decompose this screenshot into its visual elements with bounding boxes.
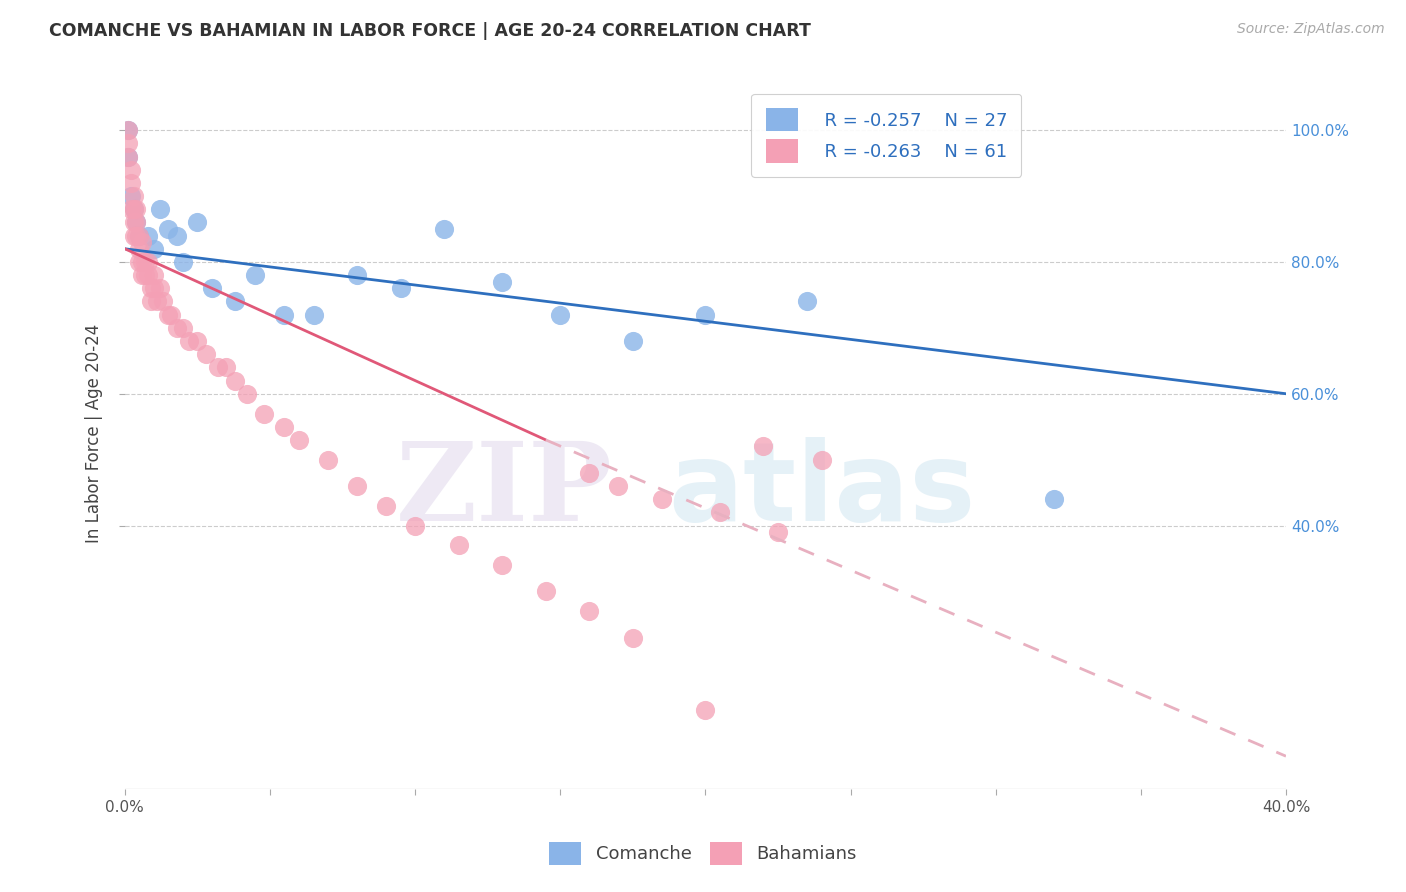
Point: [131, 235, 153, 250]
Point: [122, 189, 145, 203]
Point: [117, 149, 139, 163]
Point: [1042, 492, 1064, 507]
Point: [491, 558, 513, 573]
Text: atlas: atlas: [668, 437, 976, 544]
Point: [578, 604, 600, 618]
Point: [621, 334, 644, 348]
Point: [120, 189, 142, 203]
Point: [117, 123, 139, 137]
Point: [752, 440, 775, 454]
Point: [120, 202, 142, 217]
Point: [695, 308, 717, 322]
Point: [122, 215, 145, 229]
Point: [122, 228, 145, 243]
Point: [122, 202, 145, 217]
Point: [316, 452, 339, 467]
Point: [136, 255, 159, 269]
Point: [125, 215, 148, 229]
Point: [346, 479, 368, 493]
Y-axis label: In Labor Force | Age 20-24: In Labor Force | Age 20-24: [86, 324, 103, 543]
Point: [157, 222, 180, 236]
Point: [139, 281, 162, 295]
Point: [139, 294, 162, 309]
Point: [186, 215, 208, 229]
Text: Source: ZipAtlas.com: Source: ZipAtlas.com: [1237, 22, 1385, 37]
Point: [142, 268, 165, 282]
Point: [796, 294, 818, 309]
Legend:   R = -0.257    N = 27,   R = -0.263    N = 61: R = -0.257 N = 27, R = -0.263 N = 61: [751, 94, 1022, 177]
Point: [136, 228, 159, 243]
Point: [117, 149, 139, 163]
Point: [177, 334, 200, 348]
Point: [125, 202, 148, 217]
Point: [651, 492, 673, 507]
Point: [766, 525, 789, 540]
Point: [142, 281, 165, 295]
Point: [447, 538, 470, 552]
Point: [621, 631, 644, 645]
Point: [346, 268, 368, 282]
Point: [186, 334, 208, 348]
Point: [288, 433, 311, 447]
Point: [404, 518, 426, 533]
Point: [134, 268, 156, 282]
Text: COMANCHE VS BAHAMIAN IN LABOR FORCE | AGE 20-24 CORRELATION CHART: COMANCHE VS BAHAMIAN IN LABOR FORCE | AG…: [49, 22, 811, 40]
Point: [172, 255, 194, 269]
Point: [120, 176, 142, 190]
Point: [117, 136, 139, 151]
Point: [149, 281, 172, 295]
Point: [149, 202, 172, 217]
Point: [201, 281, 224, 295]
Point: [578, 466, 600, 480]
Point: [273, 419, 295, 434]
Point: [810, 452, 832, 467]
Point: [709, 505, 731, 519]
Point: [120, 162, 142, 177]
Point: [491, 275, 513, 289]
Point: [125, 215, 148, 229]
Point: [166, 321, 188, 335]
Point: [125, 228, 148, 243]
Point: [117, 123, 139, 137]
Point: [207, 360, 229, 375]
Point: [134, 255, 156, 269]
Point: [142, 242, 165, 256]
Point: [389, 281, 412, 295]
Point: [548, 308, 571, 322]
Point: [131, 255, 153, 269]
Legend: Comanche, Bahamians: Comanche, Bahamians: [540, 833, 866, 874]
Point: [128, 242, 150, 256]
Point: [245, 268, 267, 282]
Point: [152, 294, 174, 309]
Point: [172, 321, 194, 335]
Point: [128, 228, 150, 243]
Point: [145, 294, 167, 309]
Point: [534, 584, 557, 599]
Point: [224, 294, 246, 309]
Point: [128, 228, 150, 243]
Point: [136, 268, 159, 282]
Point: [273, 308, 295, 322]
Text: ZIP: ZIP: [395, 437, 613, 544]
Point: [302, 308, 325, 322]
Point: [122, 202, 145, 217]
Point: [166, 228, 188, 243]
Point: [215, 360, 238, 375]
Point: [607, 479, 630, 493]
Point: [433, 222, 456, 236]
Point: [695, 703, 717, 717]
Point: [224, 374, 246, 388]
Point: [160, 308, 183, 322]
Point: [375, 499, 398, 513]
Point: [131, 268, 153, 282]
Point: [128, 255, 150, 269]
Point: [195, 347, 218, 361]
Point: [235, 386, 257, 401]
Point: [157, 308, 180, 322]
Point: [253, 407, 276, 421]
